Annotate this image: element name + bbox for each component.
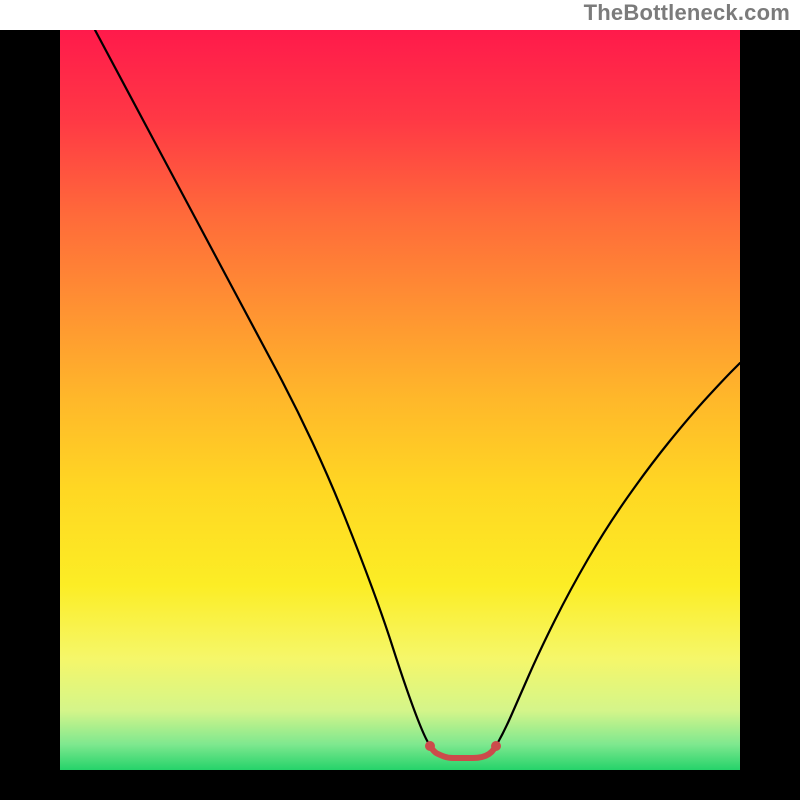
border-right xyxy=(740,30,800,770)
border-left xyxy=(0,30,60,770)
border-bottom xyxy=(0,770,800,800)
gradient-background xyxy=(60,30,740,770)
optimal-range-endcap-1 xyxy=(491,741,501,751)
optimal-range-endcap-0 xyxy=(425,741,435,751)
watermark-text: TheBottleneck.com xyxy=(584,0,790,26)
chart-svg xyxy=(0,30,800,800)
plot-area xyxy=(0,30,800,800)
chart-container: TheBottleneck.com xyxy=(0,0,800,800)
